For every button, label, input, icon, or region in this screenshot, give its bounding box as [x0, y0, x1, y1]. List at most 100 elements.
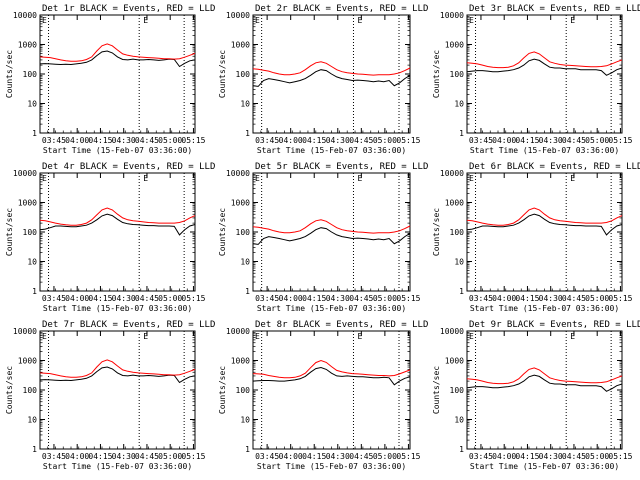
panel-title: Det 4r BLACK = Events, RED = LLD — [42, 162, 215, 172]
panel-title: Det 7r BLACK = Events, RED = LLD — [42, 320, 215, 330]
x-axis-label: Start Time (15-Feb-07 03:36:00) — [257, 304, 406, 313]
x-tick-label: 04:30 — [539, 452, 563, 461]
x-tick-label: 03:45 — [255, 294, 279, 303]
marker-label-e-left: E — [255, 16, 260, 25]
x-tick-label: 04:00 — [279, 136, 303, 145]
y-axis-label: Counts/sec — [218, 50, 227, 98]
y-tick-label: 1000 — [445, 41, 464, 50]
x-tick-label: 04:00 — [65, 452, 89, 461]
y-tick-label: 100 — [236, 386, 251, 395]
series-lld — [39, 43, 196, 62]
marker-label-e: E — [357, 332, 362, 341]
y-tick-label: 100 — [23, 228, 38, 237]
series-lld — [39, 207, 196, 226]
panel-det-5: Det 5r BLACK = Events, RED = LLD 1 10 100 10… — [218, 162, 428, 313]
x-axis-label: Start Time (15-Feb-07 03:36:00) — [43, 462, 192, 471]
y-tick-label: 1000 — [231, 199, 250, 208]
plot-frame — [252, 330, 411, 450]
y-tick-label: 10000 — [440, 11, 464, 20]
series-events — [466, 213, 623, 236]
x-tick-label: 05:00 — [585, 136, 609, 145]
x-tick-label: 04:45 — [135, 294, 159, 303]
x-tick-label: 04:30 — [326, 294, 350, 303]
x-tick-label: 04:15 — [302, 136, 326, 145]
x-tick-label: 04:30 — [112, 294, 136, 303]
x-tick-label: 05:00 — [158, 136, 182, 145]
series-events — [252, 69, 411, 87]
series-lld — [466, 207, 623, 226]
y-tick-label: 10 — [240, 258, 250, 267]
x-tick-label: 03:45 — [42, 452, 66, 461]
y-axis-label: Counts/sec — [218, 366, 227, 414]
y-axis-label: Counts/sec — [218, 208, 227, 256]
x-axis-label: Start Time (15-Feb-07 03:36:00) — [470, 304, 619, 313]
x-tick-label: 04:30 — [112, 136, 136, 145]
y-tick-label: 1 — [32, 445, 37, 454]
x-tick-label: 04:30 — [112, 452, 136, 461]
y-tick-label: 1 — [32, 287, 37, 296]
panel-title: Det 1r BLACK = Events, RED = LLD — [42, 4, 215, 14]
y-tick-label: 1000 — [18, 199, 37, 208]
plot-frame — [39, 330, 196, 450]
x-tick-label: 04:15 — [515, 136, 539, 145]
y-tick-label: 10 — [240, 416, 250, 425]
x-tick-label: 05:00 — [373, 294, 397, 303]
panel-det-8: Det 8r BLACK = Events, RED = LLD 1 10 100 10… — [218, 320, 428, 471]
x-tick-label: 05:00 — [585, 452, 609, 461]
y-tick-label: 10000 — [13, 327, 37, 336]
y-tick-label: 10 — [454, 416, 464, 425]
y-tick-label: 1000 — [18, 41, 37, 50]
panel-det-3: Det 3r BLACK = Events, RED = LLD 1 10 100 10… — [432, 4, 640, 155]
y-tick-label: 100 — [450, 386, 465, 395]
series-lld — [252, 61, 411, 76]
y-tick-label: 100 — [23, 386, 38, 395]
x-tick-label: 04:00 — [492, 294, 516, 303]
x-tick-label: 04:15 — [88, 452, 112, 461]
x-tick-label: 03:45 — [42, 294, 66, 303]
y-axis-label: Counts/sec — [432, 208, 441, 256]
x-tick-label: 04:15 — [88, 136, 112, 145]
x-tick-label: 04:00 — [65, 136, 89, 145]
y-tick-label: 1 — [459, 129, 464, 138]
y-tick-label: 1000 — [231, 357, 250, 366]
x-tick-label: 04:00 — [279, 294, 303, 303]
marker-label-e: E — [143, 332, 148, 341]
x-tick-label: 04:30 — [326, 136, 350, 145]
x-tick-label: 04:45 — [135, 136, 159, 145]
x-tick-label: 05:15 — [608, 294, 632, 303]
x-tick-label: 04:45 — [135, 452, 159, 461]
x-tick-label: 05:00 — [158, 452, 182, 461]
x-tick-label: 04:30 — [539, 294, 563, 303]
marker-label-e: E — [357, 16, 362, 25]
y-tick-label: 100 — [23, 70, 38, 79]
x-axis-label: Start Time (15-Feb-07 03:36:00) — [43, 304, 192, 313]
y-tick-label: 1000 — [18, 357, 37, 366]
marker-label-e: E — [143, 174, 148, 183]
x-axis-label: Start Time (15-Feb-07 03:36:00) — [470, 462, 619, 471]
marker-label-e: E — [357, 174, 362, 183]
x-tick-label: 03:45 — [255, 136, 279, 145]
x-tick-label: 04:15 — [302, 452, 326, 461]
series-lld — [252, 359, 411, 379]
y-tick-label: 10 — [27, 416, 37, 425]
plot-frame — [466, 330, 623, 450]
y-tick-label: 1 — [245, 287, 250, 296]
y-tick-label: 1 — [245, 129, 250, 138]
y-axis-label: Counts/sec — [5, 208, 14, 256]
panel-title: Det 8r BLACK = Events, RED = LLD — [255, 320, 428, 330]
x-tick-label: 04:45 — [349, 294, 373, 303]
x-axis-label: Start Time (15-Feb-07 03:36:00) — [257, 462, 406, 471]
y-tick-label: 1 — [32, 129, 37, 138]
marker-label-e: E — [570, 16, 575, 25]
y-tick-label: 10000 — [13, 169, 37, 178]
x-tick-label: 03:45 — [255, 452, 279, 461]
x-tick-label: 04:45 — [562, 136, 586, 145]
marker-label-e-left: E — [42, 332, 47, 341]
y-tick-label: 1 — [459, 445, 464, 454]
plot-frame — [466, 14, 623, 134]
x-tick-label: 05:15 — [396, 294, 420, 303]
y-tick-label: 10 — [27, 258, 37, 267]
y-axis-label: Counts/sec — [5, 366, 14, 414]
panel-title: Det 3r BLACK = Events, RED = LLD — [469, 4, 640, 14]
x-tick-label: 04:45 — [562, 452, 586, 461]
